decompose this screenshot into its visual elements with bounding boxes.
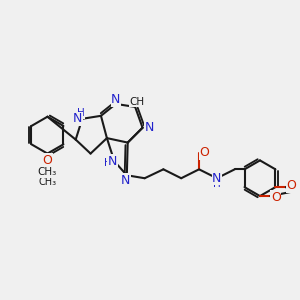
Text: O: O — [43, 154, 52, 166]
Text: N: N — [212, 172, 222, 185]
Text: N: N — [111, 93, 121, 106]
Text: O: O — [271, 191, 281, 204]
Text: H: H — [213, 178, 221, 189]
Text: O: O — [200, 146, 209, 160]
Text: H: H — [77, 108, 85, 118]
Text: N: N — [108, 155, 117, 168]
Text: O: O — [43, 164, 52, 177]
Text: H: H — [104, 158, 112, 168]
Text: CH: CH — [129, 97, 144, 106]
Text: N: N — [73, 112, 83, 125]
Text: O: O — [286, 179, 296, 192]
Text: CH₃: CH₃ — [38, 177, 56, 188]
Text: CH₃: CH₃ — [38, 167, 57, 177]
Text: N: N — [121, 174, 130, 187]
Text: N: N — [144, 121, 154, 134]
